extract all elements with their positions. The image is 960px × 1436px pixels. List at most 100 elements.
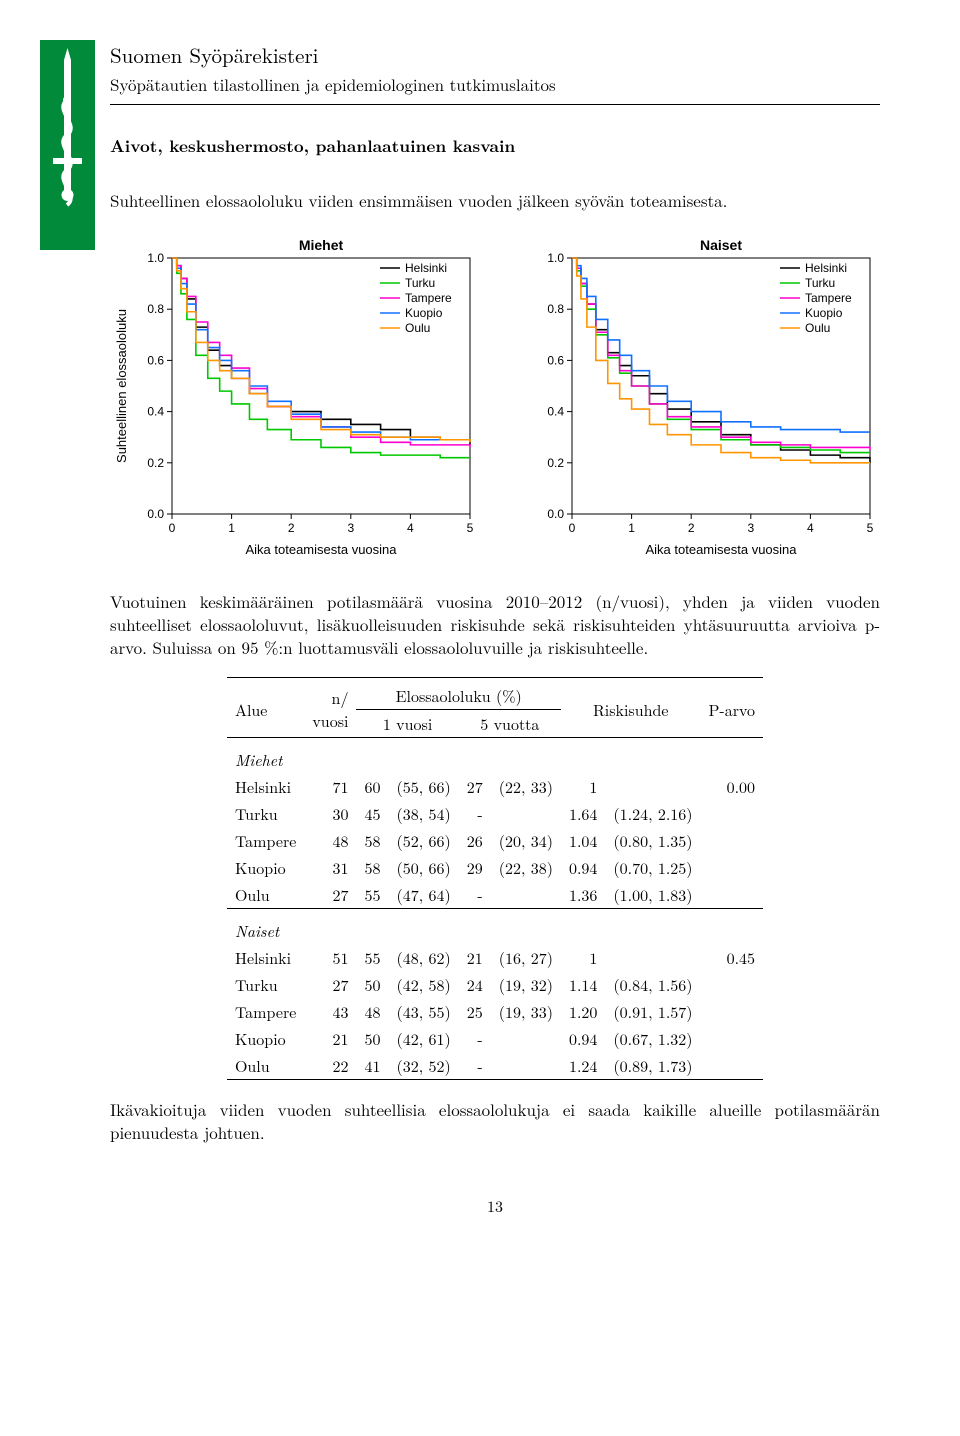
section-label: Naiset <box>227 913 763 944</box>
cell-ci5 <box>491 881 561 909</box>
legend-label: Oulu <box>405 321 430 335</box>
intro-paragraph: Suhteellinen elossaololuku viiden ensimm… <box>110 188 880 212</box>
cell-r: 1.20 <box>561 998 605 1025</box>
cell-alue: Turku <box>227 971 304 998</box>
cell-rci: (0.89, 1.73) <box>605 1052 700 1080</box>
y-tick-label: 0.8 <box>147 302 164 316</box>
cell-p <box>701 881 764 909</box>
legend-label: Helsinki <box>405 261 447 275</box>
cell-rci: (1.24, 2.16) <box>605 800 700 827</box>
cell-ci1: (43, 55) <box>388 998 458 1025</box>
cell-ci1: (42, 58) <box>388 971 458 998</box>
table-row: Oulu 27 55 (47, 64) - 1.36 (1.00, 1.83) <box>227 881 763 909</box>
legend-label: Turku <box>405 276 435 290</box>
x-tick-label: 4 <box>407 521 414 535</box>
cell-r: 1 <box>561 773 605 800</box>
cell-v5: 27 <box>459 773 491 800</box>
cell-n: 31 <box>304 854 356 881</box>
table-row: Kuopio 21 50 (42, 61) - 0.94 (0.67, 1.32… <box>227 1025 763 1052</box>
cell-v5: 24 <box>459 971 491 998</box>
cell-p: 0.45 <box>701 944 764 971</box>
y-tick-label: 1.0 <box>147 251 164 265</box>
cell-ci5: (19, 33) <box>491 998 561 1025</box>
cell-n: 22 <box>304 1052 356 1080</box>
cell-v1: 55 <box>356 881 388 909</box>
cell-n: 43 <box>304 998 356 1025</box>
x-tick-label: 3 <box>747 521 754 535</box>
cell-n: 27 <box>304 881 356 909</box>
cell-ci1: (42, 61) <box>388 1025 458 1052</box>
cell-v1: 41 <box>356 1052 388 1080</box>
y-tick-label: 0.6 <box>147 353 164 367</box>
cell-v5: - <box>459 881 491 909</box>
x-tick-label: 0 <box>169 521 176 535</box>
cell-v1: 50 <box>356 971 388 998</box>
table-row: Turku 30 45 (38, 54) - 1.64 (1.24, 2.16) <box>227 800 763 827</box>
y-tick-label: 0.8 <box>547 302 564 316</box>
org-name: Suomen Syöpärekisteri <box>110 40 880 70</box>
chart-title: Naiset <box>700 237 742 253</box>
cell-n: 30 <box>304 800 356 827</box>
col-elossa: Elossaololuku (%) <box>356 682 561 710</box>
cell-n: 27 <box>304 971 356 998</box>
y-tick-label: 0.4 <box>147 405 164 419</box>
y-tick-label: 0.0 <box>147 507 164 521</box>
y-axis-label: Suhteellinen elossaololuku <box>114 309 129 463</box>
cell-r: 1.24 <box>561 1052 605 1080</box>
x-tick-label: 1 <box>228 521 235 535</box>
legend-label: Kuopio <box>405 306 443 320</box>
cell-rci: (1.00, 1.83) <box>605 881 700 909</box>
cell-alue: Turku <box>227 800 304 827</box>
cell-v1: 48 <box>356 998 388 1025</box>
cell-v5: 26 <box>459 827 491 854</box>
cell-r: 1 <box>561 944 605 971</box>
x-tick-label: 5 <box>867 521 874 535</box>
legend-label: Kuopio <box>805 306 843 320</box>
x-tick-label: 5 <box>467 521 474 535</box>
cell-alue: Helsinki <box>227 773 304 800</box>
cell-p <box>701 998 764 1025</box>
cell-ci5 <box>491 1052 561 1080</box>
table-row: Helsinki 71 60 (55, 66) 27 (22, 33) 1 0.… <box>227 773 763 800</box>
cell-v1: 60 <box>356 773 388 800</box>
cell-alue: Helsinki <box>227 944 304 971</box>
cell-rci: (0.70, 1.25) <box>605 854 700 881</box>
x-tick-label: 2 <box>288 521 295 535</box>
y-tick-label: 0.2 <box>547 456 564 470</box>
cell-alue: Kuopio <box>227 854 304 881</box>
table-row: Tampere 43 48 (43, 55) 25 (19, 33) 1.20 … <box>227 998 763 1025</box>
cell-ci5: (16, 27) <box>491 944 561 971</box>
cell-alue: Oulu <box>227 1052 304 1080</box>
chart-title: Miehet <box>299 237 344 253</box>
cell-n: 51 <box>304 944 356 971</box>
x-tick-label: 1 <box>628 521 635 535</box>
col-p: P-arvo <box>701 682 764 738</box>
cell-r: 0.94 <box>561 854 605 881</box>
cell-r: 1.14 <box>561 971 605 998</box>
cell-n: 21 <box>304 1025 356 1052</box>
legend-label: Tampere <box>805 291 852 305</box>
cell-r: 1.64 <box>561 800 605 827</box>
cell-v1: 50 <box>356 1025 388 1052</box>
cell-p: 0.00 <box>701 773 764 800</box>
cell-p <box>701 1025 764 1052</box>
cell-r: 1.36 <box>561 881 605 909</box>
survival-table: Alue n/vuosi Elossaololuku (%) Riskisuhd… <box>227 677 763 1084</box>
cell-p <box>701 854 764 881</box>
cell-rci: (0.91, 1.57) <box>605 998 700 1025</box>
cell-ci5 <box>491 1025 561 1052</box>
footnote-paragraph: Ikävakioituja viiden vuoden suhteellisia… <box>110 1098 880 1144</box>
legend-label: Tampere <box>405 291 452 305</box>
col-n: n/vuosi <box>304 682 356 738</box>
section-label: Miehet <box>227 742 763 773</box>
chart-miehet: 0.00.20.40.60.81.0012345MiehetSuhteellin… <box>110 230 480 560</box>
cell-rci: (0.84, 1.56) <box>605 971 700 998</box>
cell-n: 48 <box>304 827 356 854</box>
cell-ci5: (20, 34) <box>491 827 561 854</box>
cell-ci1: (38, 54) <box>388 800 458 827</box>
cell-alue: Tampere <box>227 827 304 854</box>
header-rule <box>110 104 880 105</box>
cell-ci5 <box>491 800 561 827</box>
cell-p <box>701 971 764 998</box>
cell-v1: 45 <box>356 800 388 827</box>
